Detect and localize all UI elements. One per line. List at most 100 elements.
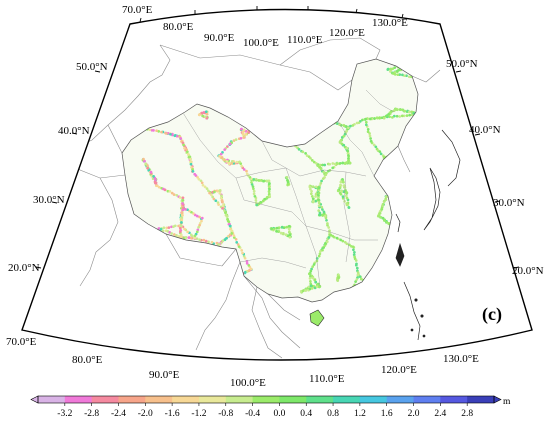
profile-point bbox=[341, 195, 345, 198]
top-lon-label: 100.0°E bbox=[243, 37, 279, 49]
profile-point bbox=[223, 148, 227, 151]
profile-point bbox=[146, 254, 149, 257]
profile-point bbox=[347, 152, 350, 155]
profile-point bbox=[397, 195, 400, 198]
profile-point bbox=[261, 103, 265, 107]
profile-point bbox=[142, 157, 145, 161]
profile-point bbox=[133, 247, 137, 250]
profile-point bbox=[347, 206, 351, 209]
profile-point bbox=[389, 266, 393, 270]
profile-point bbox=[334, 72, 338, 76]
profile-point bbox=[354, 288, 358, 291]
profile-point bbox=[122, 60, 123, 64]
profile-point bbox=[187, 286, 190, 290]
profile-point bbox=[223, 258, 227, 262]
profile-point bbox=[392, 195, 396, 199]
profile-point bbox=[266, 100, 269, 103]
profile-point bbox=[365, 298, 369, 302]
profile-point bbox=[225, 160, 229, 163]
profile-point bbox=[362, 290, 366, 293]
profile-point bbox=[259, 70, 263, 74]
colorbar-segment bbox=[198, 396, 227, 403]
profile-point bbox=[189, 233, 193, 237]
profile-point bbox=[409, 159, 413, 163]
profile-point bbox=[136, 88, 139, 92]
profile-point bbox=[173, 87, 176, 91]
profile-point bbox=[255, 104, 259, 108]
profile-point bbox=[262, 179, 265, 183]
profile-point bbox=[204, 239, 208, 243]
profile-point bbox=[309, 187, 312, 191]
profile-point bbox=[394, 195, 398, 199]
profile-point bbox=[317, 84, 321, 87]
profile-point bbox=[176, 90, 180, 94]
profile-point bbox=[122, 60, 126, 64]
profile-point bbox=[171, 292, 175, 296]
profile-point bbox=[339, 238, 342, 242]
profile-point bbox=[379, 152, 383, 156]
profile-point bbox=[146, 166, 150, 170]
right-lat-labels: 50.0°N 40.0°N 30.0°N 20.0°N bbox=[446, 58, 544, 277]
profile-point bbox=[407, 75, 411, 79]
profile-point bbox=[266, 98, 270, 101]
profile-point bbox=[372, 143, 376, 147]
profile-point bbox=[219, 196, 223, 200]
profile-point bbox=[181, 284, 184, 288]
profile-point bbox=[167, 226, 171, 229]
profile-point bbox=[269, 81, 273, 84]
profile-point bbox=[312, 160, 316, 164]
profile-point bbox=[325, 75, 328, 79]
profile-point bbox=[176, 90, 180, 94]
profile-point bbox=[411, 294, 415, 298]
profile-point bbox=[159, 79, 163, 82]
profile-point bbox=[390, 155, 394, 159]
profile-point bbox=[251, 96, 254, 100]
profile-point bbox=[165, 77, 168, 80]
profile-point bbox=[270, 76, 273, 80]
profile-point bbox=[306, 100, 310, 104]
profile-point bbox=[178, 196, 182, 199]
profile-point bbox=[239, 136, 243, 140]
profile-point bbox=[405, 297, 409, 300]
profile-point bbox=[390, 170, 393, 174]
profile-point bbox=[218, 189, 222, 192]
profile-point bbox=[324, 242, 327, 245]
profile-point bbox=[304, 107, 308, 111]
profile-point bbox=[251, 185, 255, 188]
profile-point bbox=[210, 240, 214, 244]
profile-point bbox=[227, 220, 231, 224]
profile-point bbox=[122, 281, 126, 284]
profile-point bbox=[330, 71, 334, 74]
profile-point bbox=[389, 70, 392, 73]
profile-point bbox=[384, 270, 387, 273]
profile-point bbox=[232, 234, 236, 237]
profile-point bbox=[383, 274, 387, 278]
profile-point bbox=[401, 65, 405, 69]
profile-point bbox=[131, 123, 135, 127]
profile-point bbox=[170, 225, 173, 229]
top-lon-label: 120.0°E bbox=[329, 27, 365, 39]
profile-point bbox=[388, 278, 391, 282]
profile-point bbox=[269, 71, 272, 75]
profile-point bbox=[341, 239, 345, 243]
profile-point bbox=[136, 249, 139, 252]
profile-point bbox=[384, 281, 388, 284]
profile-point bbox=[188, 285, 192, 288]
profile-point bbox=[303, 116, 306, 119]
profile-point bbox=[313, 90, 317, 94]
profile-point bbox=[268, 187, 271, 191]
profile-point bbox=[122, 282, 123, 286]
profile-point bbox=[368, 132, 371, 135]
profile-point bbox=[319, 85, 323, 89]
profile-point bbox=[268, 101, 272, 105]
profile-point bbox=[386, 162, 390, 165]
profile-point bbox=[385, 220, 389, 224]
profile-point bbox=[122, 60, 123, 64]
profile-point bbox=[309, 192, 313, 196]
profile-point bbox=[312, 92, 315, 96]
profile-point bbox=[214, 199, 218, 203]
profile-point bbox=[169, 290, 173, 294]
profile-point bbox=[310, 159, 314, 162]
profile-point bbox=[173, 84, 177, 88]
colorbar-tick-label: -2.0 bbox=[138, 409, 153, 419]
